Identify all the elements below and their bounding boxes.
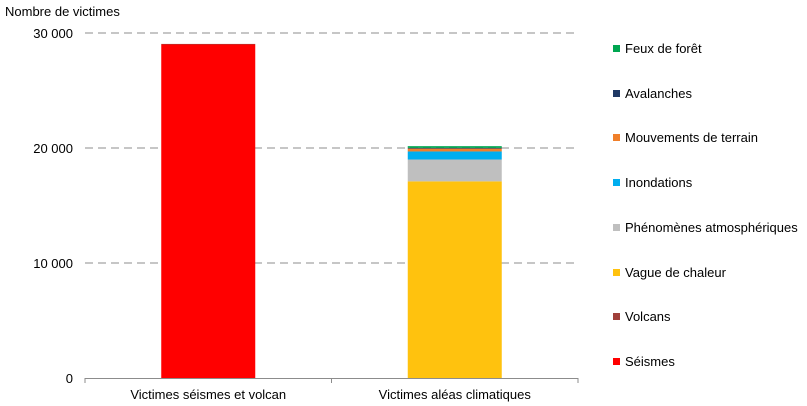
legend-label: Vague de chaleur	[625, 264, 726, 280]
bar-segment	[161, 44, 256, 378]
bar-segment	[407, 148, 502, 152]
legend-item: Mouvements de terrain	[613, 130, 758, 145]
x-tick-label: Victimes séismes et volcan	[130, 387, 286, 402]
bar-segment	[407, 146, 502, 148]
y-tick-label: 0	[66, 371, 73, 386]
legend-label: Séismes	[625, 353, 675, 369]
y-tick-label: 10 000	[33, 256, 73, 271]
legend-swatch	[613, 268, 620, 276]
legend-swatch	[613, 313, 620, 321]
legend-label: Mouvements de terrain	[625, 130, 758, 146]
bar-segment	[407, 159, 502, 182]
legend-swatch	[613, 223, 620, 231]
legend-item: Avalanches	[613, 86, 692, 101]
legend-label: Feux de forêt	[625, 41, 702, 56]
legend-swatch	[613, 357, 620, 365]
legend: Feux de forêt Avalanches Mouvements de ter…	[613, 0, 807, 406]
legend-label: Inondations	[625, 175, 693, 191]
legend-item: Feux de forêt	[613, 41, 702, 56]
legend-label: Volcans	[625, 309, 671, 325]
legend-item: Vague de chaleur	[613, 265, 726, 280]
legend-item: Phénomènes atmosphériques	[613, 220, 798, 235]
bar-segment	[161, 43, 256, 45]
legend-swatch	[613, 45, 620, 52]
bar-segment	[407, 147, 502, 149]
bar-segment	[407, 151, 502, 160]
legend-label: Phénomènes atmosphériques	[625, 219, 798, 235]
x-tick-label: Victimes aléas climatiques	[379, 387, 532, 402]
legend-label: Avalanches	[625, 85, 692, 101]
y-tick-label: 20 000	[33, 141, 73, 156]
legend-item: Séismes	[613, 354, 675, 369]
bar-segment	[407, 181, 502, 378]
legend-swatch	[613, 179, 620, 187]
legend-swatch	[613, 89, 620, 97]
legend-swatch	[613, 134, 620, 142]
y-axis-label: Nombre de victimes	[5, 4, 120, 19]
y-tick-label: 30 000	[33, 26, 73, 41]
legend-item: Volcans	[613, 309, 671, 324]
legend-item: Inondations	[613, 175, 692, 190]
